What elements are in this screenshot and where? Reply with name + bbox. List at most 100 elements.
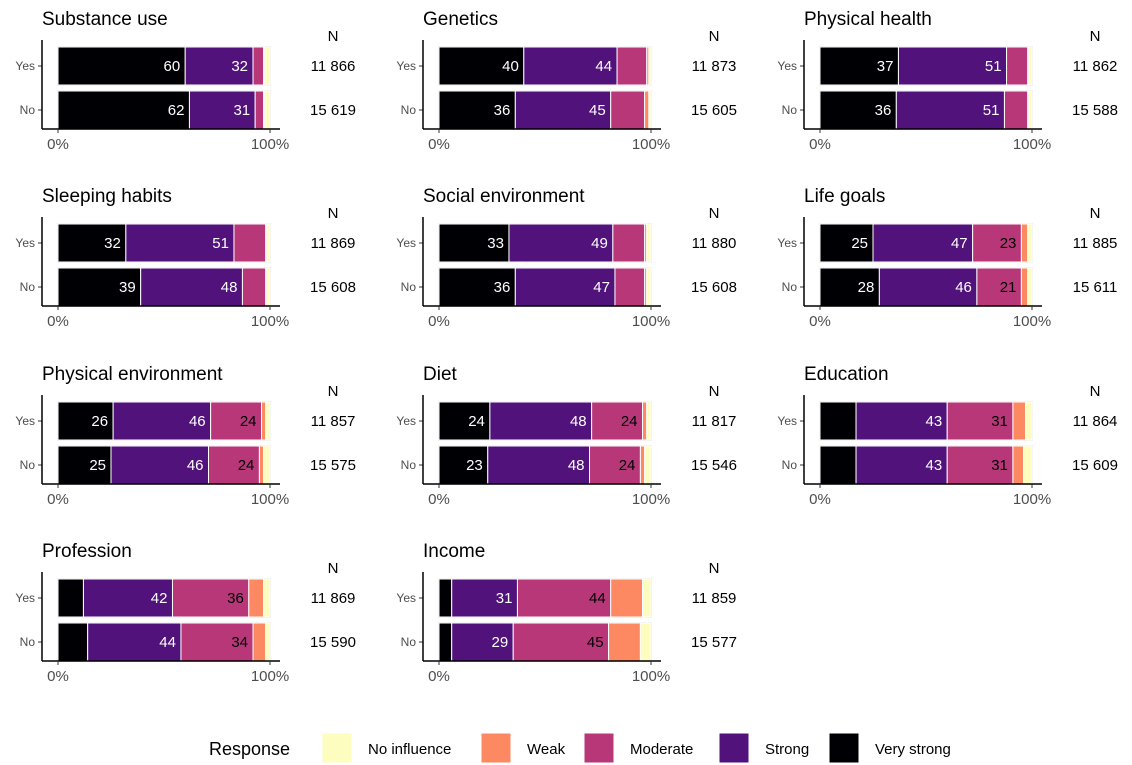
panel-title: Genetics <box>423 9 498 30</box>
panel: Physical health N 37 51 Yes 11 862 36 51 No 15 58… <box>777 9 1118 153</box>
data-label: 44 <box>595 58 612 75</box>
bar-segment <box>1028 90 1033 130</box>
bar-row: 36 51 <box>819 90 1033 130</box>
bar-segment <box>451 578 518 618</box>
bar-segment <box>264 90 271 130</box>
x-tick-label: 100% <box>1013 491 1051 508</box>
n-header: N <box>1090 205 1101 222</box>
legend-label: Very strong <box>875 741 951 758</box>
data-label: 23 <box>1000 235 1017 252</box>
data-label: 45 <box>589 102 606 119</box>
data-label: 31 <box>233 102 250 119</box>
bar-segment <box>254 90 265 130</box>
y-tick-label: No <box>20 458 36 472</box>
data-label: 60 <box>164 58 181 75</box>
bar-segment <box>438 223 510 263</box>
bar-segment <box>855 401 948 441</box>
data-label: 48 <box>221 279 238 296</box>
data-label: 34 <box>231 634 248 651</box>
bar-row: 24 48 24 <box>438 401 652 441</box>
y-tick-label: No <box>401 103 417 117</box>
bar-segment <box>438 578 453 618</box>
panel: Substance use N 60 32 Yes 11 866 62 31 No 15 619 0… <box>15 9 356 153</box>
panel: Diet N 24 48 24 Yes 11 817 23 48 24 No 15 546 0% 100% <box>396 364 737 508</box>
bar-row: 26 46 24 <box>57 401 271 441</box>
bar-segment <box>1012 401 1027 441</box>
y-tick-label: Yes <box>396 414 416 428</box>
bar-segment <box>516 578 612 618</box>
x-tick-label: 100% <box>632 313 670 330</box>
n-header: N <box>709 560 720 577</box>
data-label: 29 <box>492 634 509 651</box>
legend-swatch <box>718 732 750 764</box>
panel: Education N 43 31 Yes 11 864 43 31 No 15 609 0% 100… <box>777 364 1118 508</box>
bar-segment <box>487 445 591 485</box>
data-label: 25 <box>89 457 106 474</box>
y-tick-label: No <box>20 635 36 649</box>
legend-label: Moderate <box>630 741 693 758</box>
bar-segment <box>872 223 974 263</box>
bar-segment <box>87 622 182 662</box>
bar-segment <box>252 622 267 662</box>
legend-label: Weak <box>527 741 566 758</box>
bar-segment <box>642 578 652 618</box>
bar-segment <box>644 90 650 130</box>
legend-swatch <box>583 732 615 764</box>
bar-segment <box>248 578 265 618</box>
x-tick-label: 100% <box>251 668 289 685</box>
bar-row: 36 47 <box>438 267 652 307</box>
bar-segment <box>438 267 516 307</box>
x-tick-label: 0% <box>809 313 831 330</box>
bar-segment <box>612 223 646 263</box>
data-label: 44 <box>589 590 606 607</box>
panel-title: Social environment <box>423 186 585 207</box>
data-label: 43 <box>926 457 943 474</box>
y-tick-label: Yes <box>777 59 797 73</box>
panel: Genetics N 40 44 Yes 11 873 36 45 No 15 605 0% 100% <box>396 9 737 153</box>
bar-row: 36 45 <box>438 90 652 130</box>
y-tick-label: Yes <box>15 591 35 605</box>
panel-title: Physical health <box>804 9 932 30</box>
legend-swatch <box>321 732 353 764</box>
data-label: 49 <box>591 235 608 252</box>
panel-title: Diet <box>423 364 458 385</box>
bar-segment <box>1023 445 1033 485</box>
n-header: N <box>328 205 339 222</box>
y-tick-label: Yes <box>396 59 416 73</box>
bar-segment <box>1025 401 1033 441</box>
y-tick-label: Yes <box>15 59 35 73</box>
y-tick-label: No <box>20 280 36 294</box>
x-tick-label: 0% <box>428 668 450 685</box>
legend-item: Strong <box>718 732 809 764</box>
bar-segment <box>639 445 646 485</box>
bar-segment <box>265 622 271 662</box>
data-label: 21 <box>1000 279 1017 296</box>
panel: Income N 31 44 Yes 11 859 29 45 No 15 577 0% 100% <box>396 541 737 685</box>
panel-title: Profession <box>42 541 132 562</box>
bar-segment <box>241 267 267 307</box>
bar-segment <box>610 578 644 618</box>
data-label: 32 <box>231 58 248 75</box>
legend-swatch <box>480 732 512 764</box>
n-value: 15 575 <box>310 457 356 474</box>
data-label: 39 <box>119 279 136 296</box>
panel: Social environment N 33 49 Yes 11 880 36 47 No 15… <box>396 186 737 330</box>
bar-segment <box>644 445 652 485</box>
bar-segment <box>438 90 516 130</box>
y-tick-label: Yes <box>777 236 797 250</box>
x-tick-label: 100% <box>632 668 670 685</box>
legend-item: No influence <box>321 732 451 764</box>
x-tick-label: 0% <box>47 136 69 153</box>
bar-segment <box>125 223 235 263</box>
bar-segment <box>1027 267 1033 307</box>
bar-segment <box>264 46 271 86</box>
bar-segment <box>140 267 243 307</box>
n-value: 11 873 <box>692 58 737 75</box>
x-tick-label: 100% <box>251 313 289 330</box>
data-label: 31 <box>496 590 513 607</box>
y-tick-label: Yes <box>396 591 416 605</box>
y-tick-label: No <box>782 280 798 294</box>
n-value: 11 869 <box>311 590 356 607</box>
n-header: N <box>709 383 720 400</box>
bar-segment <box>1006 46 1029 86</box>
